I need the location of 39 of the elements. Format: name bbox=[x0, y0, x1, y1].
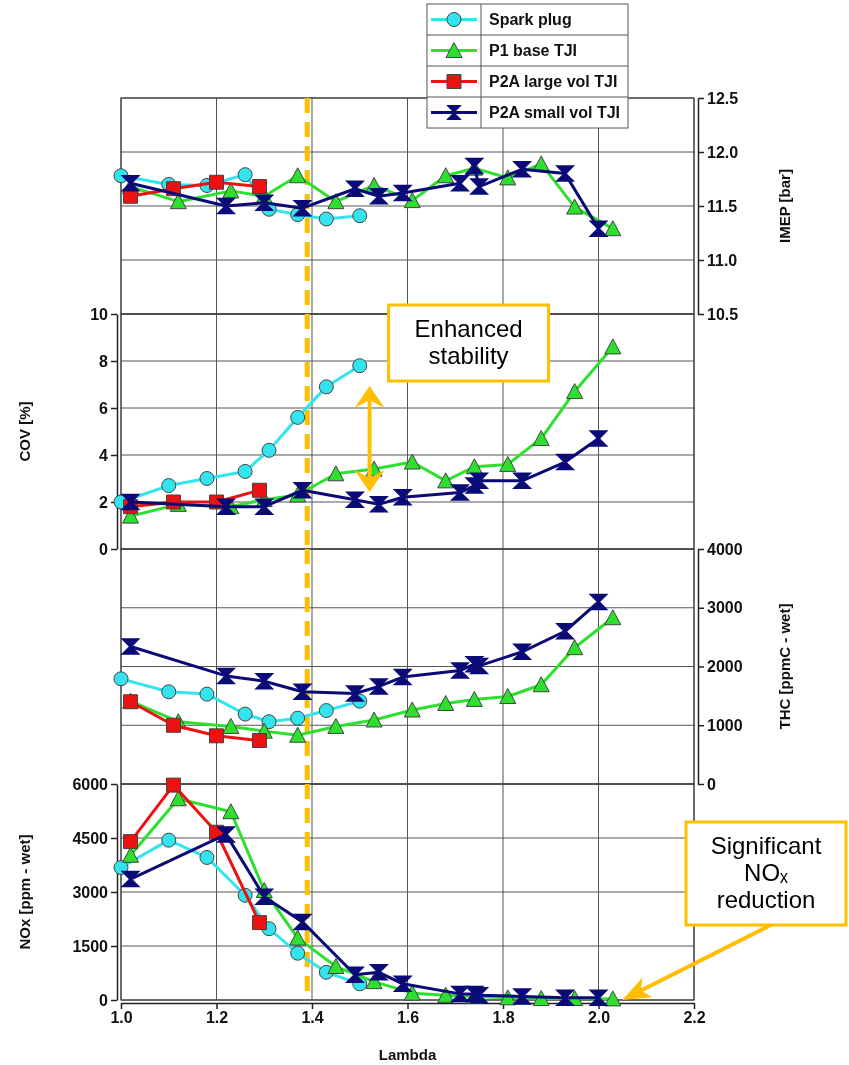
y-axis-title: COV [%] bbox=[16, 401, 33, 462]
y2-tick-label: 2000 bbox=[707, 658, 743, 676]
x-tick-label: 1.2 bbox=[205, 1009, 229, 1027]
y-axis-title: NOx [ppm - wet] bbox=[16, 834, 33, 950]
x-axis-title: Lambda bbox=[378, 1046, 437, 1063]
y2-tick-label: 11.0 bbox=[707, 251, 738, 269]
legend-label: P1 base TJI bbox=[488, 42, 578, 59]
x-tick-label: 2.0 bbox=[587, 1009, 611, 1027]
y2-tick-label: 12.0 bbox=[707, 143, 739, 161]
text: Significant NOₓ reduction bbox=[710, 832, 822, 913]
y2-tick-label: 10.5 bbox=[707, 305, 739, 323]
y2-tick-label: 0 bbox=[707, 775, 716, 793]
y2-tick-label: 4000 bbox=[707, 540, 743, 558]
y-tick-label: 8 bbox=[99, 352, 109, 370]
y-tick-label: 0 bbox=[99, 540, 109, 558]
y2-tick-label: 1000 bbox=[707, 716, 743, 734]
y-tick-label: 3000 bbox=[72, 883, 109, 901]
y2-tick-label: 12.5 bbox=[707, 89, 739, 107]
y-tick-label: 6000 bbox=[72, 775, 109, 793]
x-tick-label: 1.0 bbox=[110, 1009, 133, 1027]
x-tick-label: 1.8 bbox=[492, 1009, 515, 1027]
annotation: Enhanced stability bbox=[414, 315, 523, 369]
y-tick-label: 4500 bbox=[72, 829, 109, 847]
y-tick-label: 10 bbox=[90, 305, 109, 323]
y2-tick-label: 3000 bbox=[707, 599, 743, 617]
y-tick-label: 1500 bbox=[72, 937, 109, 955]
y-tick-label: 6 bbox=[99, 399, 109, 417]
y2-tick-label: 11.5 bbox=[707, 197, 738, 215]
y-tick-label: 2 bbox=[99, 493, 109, 511]
y-tick-label: 0 bbox=[99, 991, 109, 1009]
y2-axis-title: THC [ppmC - wet] bbox=[776, 603, 793, 730]
x-tick-label: 2.2 bbox=[683, 1009, 706, 1027]
x-tick-label: 1.4 bbox=[301, 1009, 324, 1027]
legend-label: P2A small vol TJI bbox=[488, 104, 620, 121]
legend-label: P2A large vol TJI bbox=[488, 73, 618, 90]
legend-label: Spark plug bbox=[488, 11, 572, 28]
y-tick-label: 4 bbox=[99, 446, 109, 464]
y2-axis-title: IMEP [bar] bbox=[776, 169, 793, 243]
x-tick-label: 1.6 bbox=[396, 1009, 420, 1027]
